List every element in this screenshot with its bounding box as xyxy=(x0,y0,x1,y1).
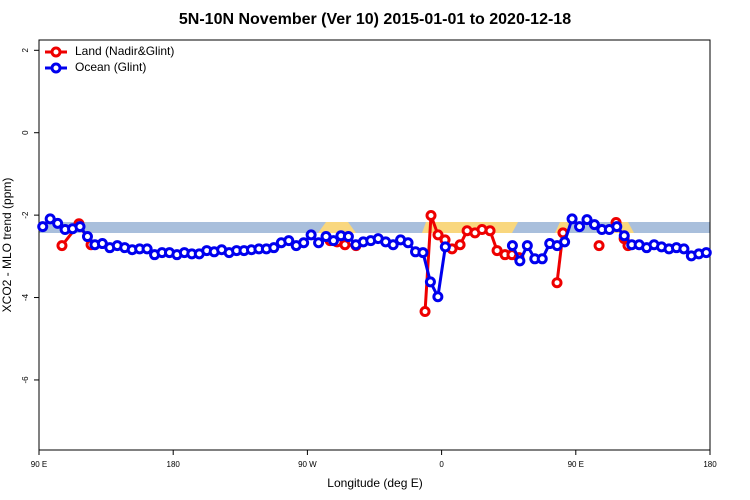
data-point xyxy=(432,291,444,303)
data-point xyxy=(521,240,533,252)
data-point xyxy=(417,247,429,259)
data-point xyxy=(37,221,49,233)
data-point xyxy=(593,240,605,252)
x-tick-label: 180 xyxy=(167,460,181,469)
data-point xyxy=(44,213,56,225)
data-point xyxy=(141,243,153,255)
y-tick-label: -4 xyxy=(21,293,30,301)
data-point xyxy=(581,214,593,226)
data-point xyxy=(678,243,690,255)
data-point xyxy=(700,247,712,259)
y-tick-label: -6 xyxy=(21,376,30,384)
x-tick-label: 0 xyxy=(439,460,444,469)
y-tick-label: -2 xyxy=(21,211,30,219)
data-point xyxy=(305,229,317,241)
x-tick-label: 90 E xyxy=(31,460,47,469)
data-point xyxy=(52,217,64,229)
surface-band xyxy=(39,222,710,233)
data-point xyxy=(81,231,93,243)
data-point xyxy=(491,245,503,257)
data-point xyxy=(419,306,431,318)
y-axis-label: XCO2 - MLO trend (ppm) xyxy=(0,178,14,313)
data-point xyxy=(387,239,399,251)
data-point xyxy=(588,219,600,231)
x-tick-label: 90 W xyxy=(298,460,317,469)
data-point xyxy=(74,221,86,233)
data-point xyxy=(56,240,68,252)
data-point xyxy=(506,240,518,252)
legend-marker xyxy=(50,62,62,74)
legend-label: Land (Nadir&Glint) xyxy=(75,44,174,58)
data-point xyxy=(313,237,325,249)
data-point xyxy=(536,253,548,265)
data-point xyxy=(283,235,295,247)
land-patch xyxy=(318,222,356,233)
x-axis-label: Longitude (deg E) xyxy=(327,476,422,490)
data-point xyxy=(514,255,526,267)
data-point xyxy=(574,221,586,233)
data-point xyxy=(424,276,436,288)
legend-marker xyxy=(50,46,62,58)
data-point xyxy=(551,277,563,289)
data-point xyxy=(342,231,354,243)
legend-label: Ocean (Glint) xyxy=(75,60,146,74)
data-point xyxy=(268,242,280,254)
data-point xyxy=(559,236,571,248)
data-point xyxy=(298,237,310,249)
data-point xyxy=(432,229,444,241)
data-point xyxy=(425,210,437,222)
data-point xyxy=(566,213,578,225)
data-point xyxy=(327,235,339,247)
y-tick-label: 2 xyxy=(21,48,30,53)
data-point xyxy=(454,239,466,251)
data-point xyxy=(484,225,496,237)
x-tick-label: 180 xyxy=(703,460,717,469)
data-point xyxy=(618,230,630,242)
data-point xyxy=(611,221,623,233)
chart-title: 5N-10N November (Ver 10) 2015-01-01 to 2… xyxy=(179,11,571,28)
y-tick-label: 0 xyxy=(21,130,30,135)
data-point xyxy=(439,241,451,253)
data-point xyxy=(402,237,414,249)
plot-frame xyxy=(38,39,711,451)
x-tick-label: 90 E xyxy=(568,460,584,469)
